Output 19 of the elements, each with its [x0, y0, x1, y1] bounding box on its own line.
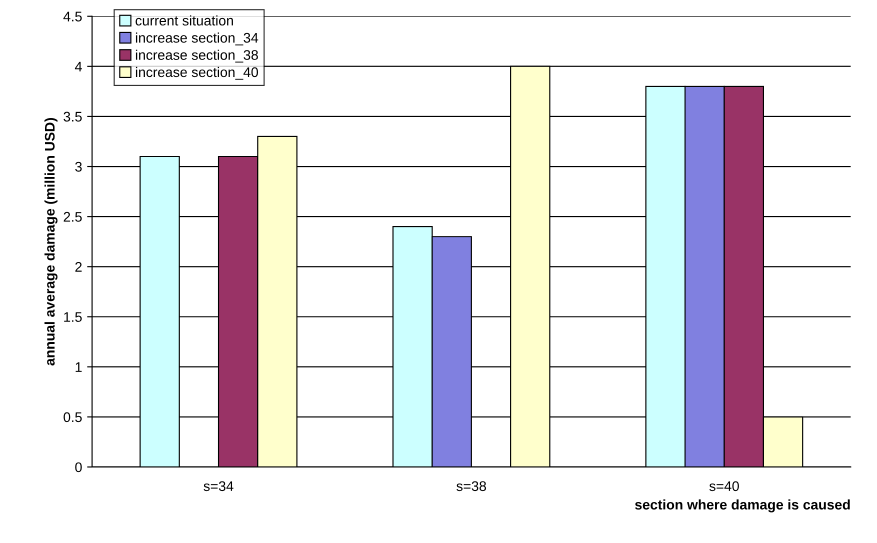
y-axis-title: annual average damage (million USD) [44, 118, 58, 366]
y-tick-label: 1 [76, 362, 82, 372]
y-tick-label: 2 [75, 262, 82, 272]
y-tick-label: 3 [75, 162, 82, 172]
y-tick-label: 0.5 [64, 412, 82, 422]
y-tick-label: 4.5 [63, 12, 82, 22]
legend-label: increase section_40 [136, 66, 258, 80]
y-tick-label: 3.5 [64, 112, 82, 122]
y-tick-label: 0 [75, 462, 82, 472]
y-tick-label: 1.5 [64, 312, 82, 322]
x-axis-title: section where damage is caused [635, 499, 850, 512]
x-tick-label: s=38 [456, 481, 486, 492]
legend-label: increase section_38 [136, 50, 258, 63]
x-tick-label: s=34 [204, 481, 234, 492]
x-tick-label: s=40 [709, 481, 739, 492]
legend-label: current situation [136, 15, 233, 26]
y-tick-label: 2.5 [64, 212, 82, 222]
legend-label: increase section_34 [136, 32, 258, 46]
y-tick-label: 4 [74, 62, 82, 72]
